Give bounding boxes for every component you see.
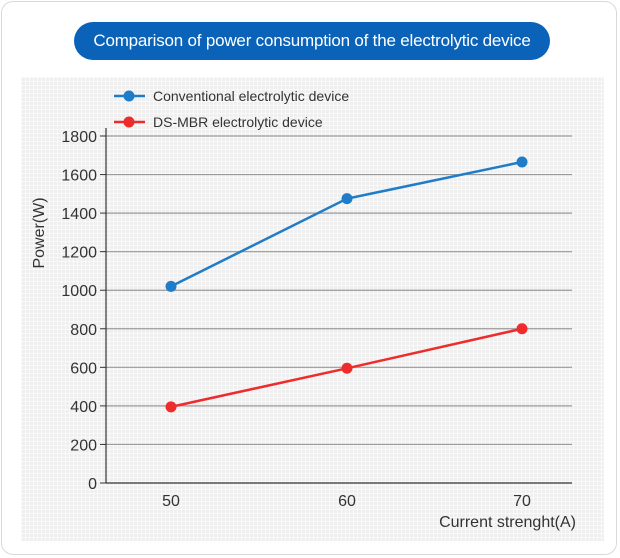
legend-label: DS-MBR electrolytic device (153, 114, 323, 130)
y-tick-label: 1000 (61, 283, 97, 300)
x-tick-label: 50 (162, 493, 180, 510)
y-tick-label: 800 (70, 322, 97, 339)
y-tick-labels: 0 200 400 600 800 1000 1200 1400 1600 1800 (61, 129, 97, 493)
y-tick-label: 0 (88, 476, 97, 493)
x-tick-label: 60 (338, 493, 356, 510)
gridlines (106, 135, 572, 446)
x-tick-label: 70 (513, 493, 531, 510)
y-tick-label: 1600 (61, 168, 97, 185)
y-axis-title: Power(W) (31, 197, 48, 268)
series-line-0 (170, 160, 523, 288)
x-tick-labels: 50 60 70 (162, 493, 531, 510)
axes (100, 128, 572, 484)
legend-swatch-marker (123, 90, 135, 102)
data-point (341, 193, 353, 205)
legend: Conventional electrolytic device DS-MBR e… (114, 88, 349, 130)
y-tick-label: 400 (70, 399, 97, 416)
y-tick-label: 1400 (61, 206, 97, 223)
y-tick-label: 1200 (61, 245, 97, 262)
data-point (165, 280, 177, 292)
y-tick-label: 1800 (61, 129, 97, 146)
legend-label: Conventional electrolytic device (153, 88, 349, 104)
x-axis-title: Current strenght(A) (439, 514, 576, 531)
series (165, 156, 528, 413)
data-point (516, 323, 528, 335)
y-tick-label: 200 (70, 437, 97, 454)
data-point (341, 362, 353, 374)
data-point (165, 401, 177, 413)
chart-title: Comparison of power consumption of the e… (74, 22, 550, 60)
plot-background (21, 77, 604, 541)
y-tick-label: 600 (70, 360, 97, 377)
legend-swatch-marker (123, 116, 135, 128)
data-point (516, 156, 528, 168)
